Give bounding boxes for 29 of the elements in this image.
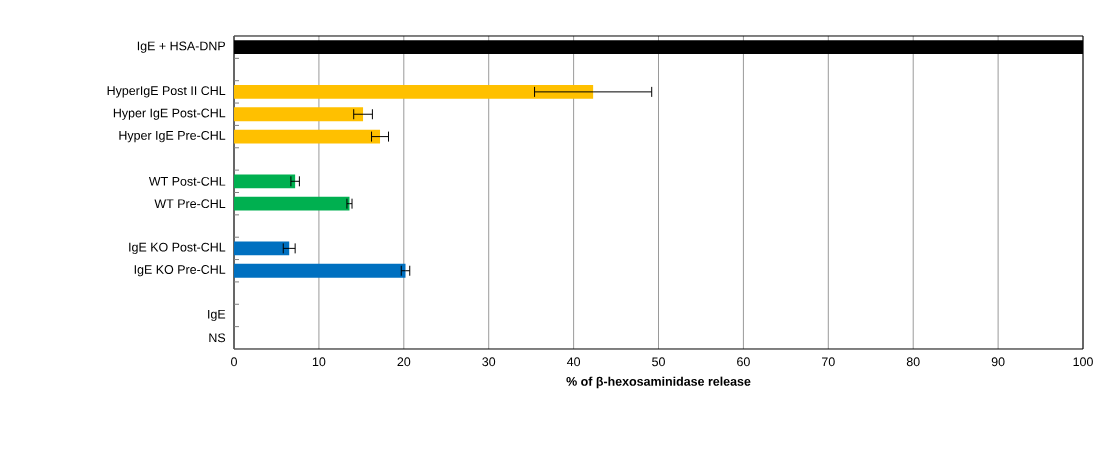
bar — [234, 129, 381, 144]
x-tick-label: 100 — [1073, 357, 1093, 367]
bar — [234, 174, 296, 189]
y-tick-label: WT Pre-CHL — [154, 199, 226, 209]
bar — [234, 263, 406, 278]
y-tick-label: IgE KO Post-CHL — [129, 242, 226, 255]
bar — [234, 196, 350, 211]
x-tick-label: 90 — [991, 357, 1005, 367]
x-tick-label: 80 — [906, 357, 920, 367]
y-tick-label: NS — [209, 333, 226, 343]
bar — [234, 241, 290, 256]
y-tick-label: IgE KO Pre-CHL — [134, 265, 226, 277]
x-axis-title: % of β-hexosaminidase release — [566, 376, 751, 389]
x-tick-label: 20 — [397, 357, 411, 367]
y-tick-label: IgE + HSA-DNP — [137, 41, 225, 53]
y-tick-label: IgE — [208, 309, 226, 322]
x-tick-label: 0 — [231, 357, 237, 367]
bar — [234, 84, 594, 99]
y-tick-label: Hyper IgE Post-CHL — [113, 108, 226, 120]
y-tick-label: HyperIgE Post II CHL — [107, 86, 226, 98]
bar — [234, 107, 364, 122]
x-tick-label: 50 — [652, 357, 665, 367]
x-tick-label: 70 — [822, 357, 835, 367]
x-tick-label: 60 — [737, 357, 750, 367]
y-tick-label: WT Post-CHL — [148, 176, 226, 186]
x-tick-label: 10 — [312, 357, 326, 367]
y-tick-label: Hyper IgE Pre-CHL — [119, 130, 226, 143]
x-tick-label: 30 — [482, 357, 496, 367]
x-tick-label: 40 — [566, 357, 581, 367]
